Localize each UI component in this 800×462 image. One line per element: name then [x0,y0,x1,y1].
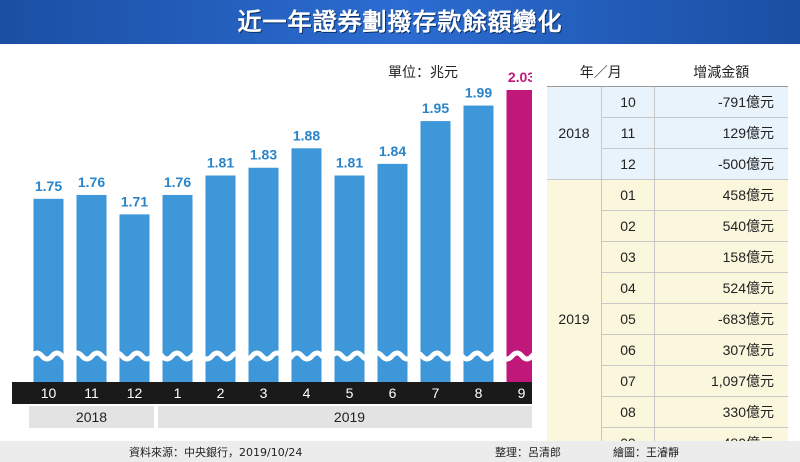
table-row: 06 307億元 [547,334,788,366]
footer-artist: 繪圖：王濬靜 [613,446,679,459]
value-label: 1.81 [207,155,234,171]
table-row: 02 540億元 [547,210,788,242]
table-header-period: 年／月 [547,57,655,87]
table-row: 04 524億元 [547,272,788,304]
bar [291,148,322,382]
table-row: 08 330億元 [547,396,788,428]
table-row: 05 -683億元 [547,303,788,335]
value-label: 1.99 [465,85,492,101]
value-label: 1.84 [379,143,406,159]
axis-break [10,350,554,362]
value-label: 1.75 [35,178,62,194]
value-label: 1.71 [121,193,148,209]
tick-label: 8 [475,385,483,401]
month-cell: 01 [601,179,655,211]
change-table: 年／月 增減金額 2018 10 -791億元 11 129億元 12 -500億元 2019… [547,57,788,459]
year-label: 2018 [76,409,107,425]
year-label: 2019 [334,409,365,425]
tick-label: 7 [432,385,440,401]
value-label: 1.88 [293,127,320,143]
tick-label: 4 [303,385,311,401]
value-label: 2.03 [508,69,532,85]
change-value-cell: -791億元 [654,86,788,118]
change-value-cell: 540億元 [654,210,788,242]
tick-label: 1 [174,385,182,401]
year-cell: 2019 [547,179,602,459]
value-label: 1.83 [250,147,277,163]
month-cell: 12 [601,148,655,180]
change-value-cell: -683億元 [654,303,788,335]
table-row: 2018 10 -791億元 [547,86,788,180]
month-axis [12,382,532,404]
footer-editor: 整理：呂清郎 [495,446,561,459]
bar [463,105,494,382]
tick-label: 2 [217,385,225,401]
change-value-cell: 129億元 [654,117,788,149]
footer-source: 資料來源：中央銀行，2019/10/24 [129,446,303,459]
tick-label: 9 [518,385,526,401]
value-label: 1.76 [164,174,191,190]
change-value-cell: 458億元 [654,179,788,211]
tick-label: 5 [346,385,354,401]
unit-label: 單位：兆元 [388,65,458,81]
year-band [158,406,541,428]
change-value-cell: -500億元 [654,148,788,180]
title-bar: 近一年證券劃撥存款餘額變化 [0,0,800,44]
tick-label: 10 [41,385,57,401]
bar [506,90,537,382]
change-value-cell: 158億元 [654,241,788,273]
month-cell: 03 [601,241,655,273]
footer: 資料來源：中央銀行，2019/10/24 整理：呂清郎 繪圖：王濬靜 [0,441,800,462]
change-value-cell: 524億元 [654,272,788,304]
month-cell: 11 [601,117,655,149]
month-cell: 10 [601,86,655,118]
bar [334,175,365,382]
bar [76,194,107,382]
change-table-grid: 年／月 增減金額 2018 10 -791億元 11 129億元 12 -500億元 2019… [547,57,788,459]
change-value-cell: 307億元 [654,334,788,366]
table-header-change: 增減金額 [654,57,788,87]
chart-title: 近一年證券劃撥存款餘額變化 [237,8,563,36]
tick-label: 11 [84,385,99,401]
month-cell: 07 [601,365,655,397]
table-row: 11 129億元 [547,117,788,149]
month-cell: 05 [601,303,655,335]
tick-label: 12 [127,385,143,401]
value-label: 1.95 [422,100,449,116]
month-cell: 04 [601,272,655,304]
bar [205,175,236,382]
table-row: 2019 01 458億元 [547,179,788,459]
table-row: 12 -500億元 [547,148,788,180]
change-value-cell: 330億元 [654,396,788,428]
tick-label: 6 [389,385,397,401]
month-cell: 08 [601,396,655,428]
bar [420,121,451,383]
bar-chart-svg: 1.75 1.76 1.71 1.76 1.81 1.83 1.88 1.81 1.84 1.95… [10,69,554,428]
month-cell: 06 [601,334,655,366]
table-header-row: 年／月 增減金額 [547,57,788,87]
value-label: 1.76 [78,174,105,190]
bar-chart: 1.75 1.76 1.71 1.76 1.81 1.83 1.88 1.81 1.84 1.95… [10,52,554,436]
value-label: 1.81 [336,155,363,171]
tick-label: 3 [260,385,268,401]
bar [248,167,279,382]
table-row: 07 1,097億元 [547,365,788,397]
bar [377,163,408,382]
month-cell: 02 [601,210,655,242]
table-row: 03 158億元 [547,241,788,273]
change-value-cell: 1,097億元 [654,365,788,397]
year-band [29,406,154,428]
year-cell: 2018 [547,86,602,180]
